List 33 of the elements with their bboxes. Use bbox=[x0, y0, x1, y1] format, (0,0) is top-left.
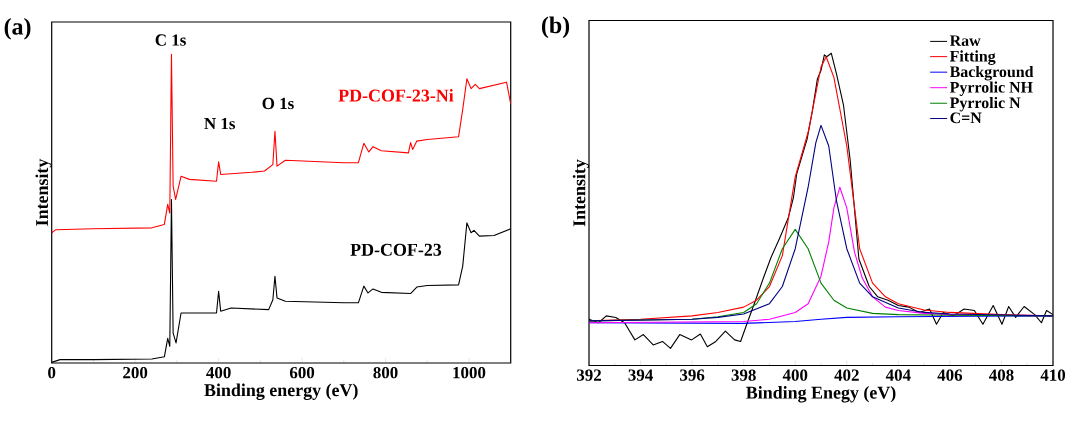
x-tick-label: 200 bbox=[123, 366, 148, 379]
chart-title: (b) bbox=[541, 16, 570, 39]
x-tick-label: 400 bbox=[206, 366, 231, 379]
annotation: O 1s bbox=[262, 97, 294, 110]
x-tick-label: 394 bbox=[628, 369, 653, 381]
x-tick-label: 800 bbox=[373, 366, 398, 379]
series-label: PD-COF-23-Ni bbox=[338, 88, 454, 102]
x-axis-title: Binding energy (eV) bbox=[204, 383, 358, 400]
x-tick-label: 400 bbox=[782, 369, 808, 381]
x-tick-label: 410 bbox=[1040, 369, 1066, 381]
legend-label: Pyrrolic N bbox=[949, 96, 1021, 112]
legend-label: Raw bbox=[949, 35, 981, 47]
x-tick-label: 600 bbox=[289, 366, 315, 379]
x-tick-label: 408 bbox=[988, 369, 1014, 381]
x-tick-label: 392 bbox=[576, 369, 601, 381]
x-tick-label: 0 bbox=[48, 366, 56, 379]
legend-label: Background bbox=[949, 65, 1034, 81]
legend-label: Fitting bbox=[949, 50, 996, 65]
text: C 1s bbox=[155, 34, 186, 46]
x-tick-label: 404 bbox=[885, 369, 911, 381]
series-label: PD-COF-23 bbox=[350, 243, 442, 256]
x-tick-label: 398 bbox=[731, 369, 756, 381]
x-axis-title: Binding Enegy (eV) bbox=[746, 386, 896, 403]
legend-label: Pyrrolic NH bbox=[949, 81, 1033, 96]
x-tick-label: 1000 bbox=[453, 366, 486, 379]
legend-label: C=N bbox=[950, 112, 982, 124]
x-tick-label: 396 bbox=[680, 369, 705, 381]
x-tick-label: 406 bbox=[937, 369, 963, 381]
chart-title: (a) bbox=[4, 17, 31, 40]
annotation: N 1s bbox=[204, 117, 236, 130]
x-tick-label: 402 bbox=[834, 369, 859, 381]
y-axis-title: Intensity bbox=[35, 158, 52, 226]
y-axis-title: Intensity bbox=[572, 159, 590, 227]
